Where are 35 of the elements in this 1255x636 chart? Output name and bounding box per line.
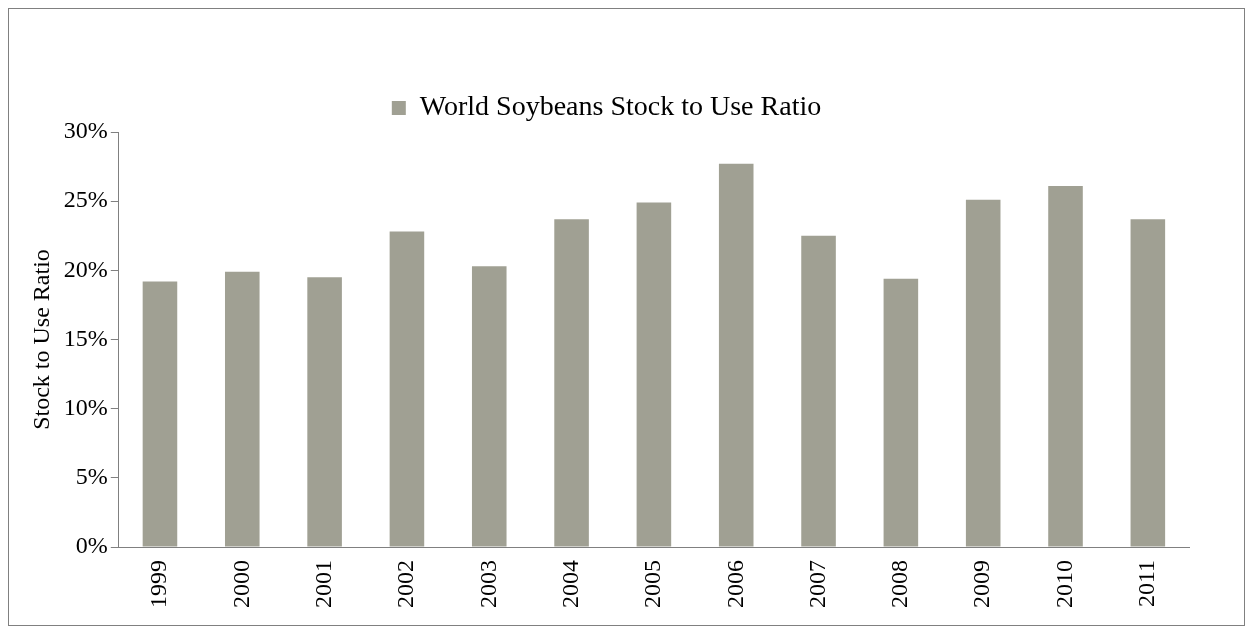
- y-tick-label: 15%: [63, 324, 108, 351]
- x-tick-label: 2009: [968, 560, 995, 608]
- y-tick-label: 20%: [63, 255, 108, 282]
- bar: [224, 271, 260, 547]
- x-tick-label: 2004: [556, 560, 583, 608]
- x-tick-label: 2011: [1133, 560, 1160, 608]
- x-tick-label: 2008: [886, 560, 913, 608]
- bar: [1130, 219, 1166, 547]
- x-tick-label: 2003: [474, 560, 501, 608]
- bar: [471, 266, 507, 547]
- x-tick-label: 2007: [803, 560, 830, 608]
- bar: [801, 235, 836, 547]
- x-tick-label: 2000: [227, 560, 254, 608]
- x-tick-label: 2005: [639, 560, 666, 608]
- bar: [718, 163, 754, 547]
- bar: [965, 199, 1001, 547]
- x-tick-label: 2001: [309, 560, 336, 608]
- x-tick-label: 2010: [1050, 560, 1077, 608]
- bar: [142, 281, 178, 547]
- y-tick-label: 5%: [75, 463, 108, 490]
- x-tick-label: 1999: [145, 560, 172, 608]
- bar: [389, 231, 425, 547]
- bar: [883, 278, 919, 547]
- bar: [636, 202, 672, 547]
- legend-label: World Soybeans Stock to Use Ratio: [419, 90, 822, 122]
- x-tick-label: 2006: [721, 560, 748, 608]
- y-tick-label: 0%: [75, 532, 108, 559]
- y-tick-label: 25%: [63, 186, 108, 213]
- bar: [1048, 185, 1083, 547]
- y-tick-label: 10%: [63, 393, 108, 420]
- y-tick-label: 30%: [63, 117, 108, 144]
- x-tick-label: 2002: [392, 560, 419, 608]
- bar: [554, 219, 589, 547]
- bar: [307, 277, 342, 547]
- y-axis-title: Stock to Use Ratio: [27, 249, 54, 430]
